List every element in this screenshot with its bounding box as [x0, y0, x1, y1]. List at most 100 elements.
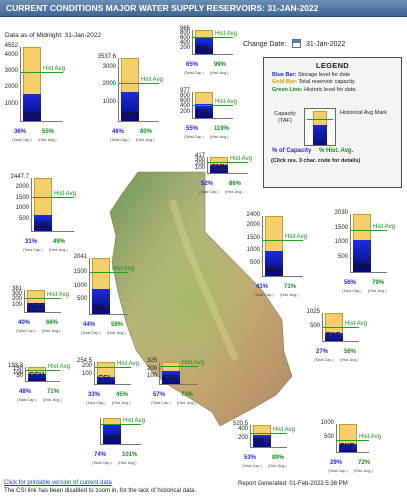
cch-hist-avg-sub: (Hist. Avg.): [43, 398, 62, 402]
mil-capacity-tick: 520.5: [232, 421, 248, 427]
cmn-chart: Hist Avg: [207, 156, 252, 174]
csi-hist-avg-sub: (Hist. Avg.): [112, 401, 131, 405]
cas-chart: Hist Avg: [159, 360, 204, 385]
fol-chart: Hist Avg: [192, 92, 237, 119]
cle-code-link[interactable]: CLE: [35, 222, 49, 229]
data-as-of-date: Data as of Midnight: 31-Jan-2022: [5, 32, 102, 39]
bul-code-link[interactable]: BUL: [196, 45, 211, 52]
dnp-hist-avg-line: [351, 229, 387, 231]
sha-y-tick: 1000: [4, 100, 18, 107]
cmn-code-link[interactable]: CMN: [211, 164, 227, 171]
wrs-code-link[interactable]: WRS: [28, 303, 45, 310]
cch-storage-bar: [28, 374, 46, 381]
sha-code-link[interactable]: SHA: [24, 112, 39, 119]
change-date-value[interactable]: 31-Jan-2022: [306, 41, 346, 48]
wrs-chart: Hist Avg: [24, 290, 69, 313]
dnp-code-link[interactable]: DNP: [354, 263, 369, 270]
exc-code-link[interactable]: EXC: [326, 332, 341, 339]
fol-pct-hist: 119%: [214, 126, 230, 132]
cch-y-tick: 100: [12, 369, 23, 376]
nml-hist-avg-sub: (Hist. Avg.): [280, 293, 299, 297]
dmv-pct-hist: 101%: [122, 452, 138, 458]
mil-hist-avg-line: [251, 432, 287, 434]
bul-hist-avg-line: [193, 37, 233, 39]
calendar-icon[interactable]: [292, 39, 301, 48]
legend-pct-capacity: % of Capacity: [272, 148, 312, 154]
oro-code-link[interactable]: ORO: [122, 112, 138, 119]
wrs-total-cap-label: (Total Cap.): [16, 329, 36, 333]
pnf-total-cap-label: (Total Cap.): [328, 469, 348, 473]
bul-y-tick: 400: [179, 40, 190, 47]
cch-y-tick: 150: [12, 366, 23, 373]
oro-hist-avg-label: Hist Avg: [141, 77, 163, 84]
exc-storage-bar: [325, 333, 343, 341]
mil-storage-bar: [253, 435, 271, 447]
pnf-code-link[interactable]: PNF: [340, 443, 354, 450]
legend-panel: LEGEND Blue Bar: Storage level for date …: [263, 57, 402, 188]
dnp-y-tick: 1500: [334, 225, 348, 232]
cas-capacity-tick: 325: [146, 358, 157, 364]
change-date-label: Change Date:: [243, 41, 287, 48]
mil-total-cap-label: (Total Cap.): [242, 464, 262, 468]
cas-hist-avg-label: Hist Avg: [182, 359, 204, 366]
mil-code-link[interactable]: MIL: [254, 438, 267, 445]
csi-pct-capacity: 33%: [88, 392, 101, 398]
cle-y-tick: 2000: [15, 183, 29, 190]
legend-capacity-label: Capacity (TAF): [274, 111, 296, 124]
fol-hist-avg-line: [193, 105, 233, 107]
bul-capacity-tick: 966: [179, 26, 190, 32]
printable-version-link[interactable]: Click for printable version of current d…: [4, 480, 112, 486]
nml-total-cap-label: (Total Cap.): [254, 293, 274, 297]
bul-total-cap-label: (Total Cap.): [184, 71, 204, 75]
cas-pct-capacity: 57%: [153, 392, 166, 398]
wrs-capacity-tick: 381: [11, 286, 22, 292]
csi-capacity-tick: 254.5: [76, 358, 92, 364]
nml-y-tick: 1500: [246, 234, 260, 241]
csi-hist-avg-label: Hist Avg: [117, 360, 139, 367]
cle-pct-hist: 49%: [53, 239, 66, 245]
cch-hist-avg-line: [26, 370, 60, 372]
report-generated: Report Generated: 01-Feb-2022 5:36 PM: [238, 481, 348, 487]
csi-y-tick: 200: [81, 362, 92, 369]
mil-y-tick: 200: [237, 434, 248, 441]
cle-hist-avg-sub: (Hist. Avg.): [49, 248, 68, 252]
wrs-hist-avg-label: Hist Avg: [47, 291, 69, 298]
oro-storage-bar: [121, 92, 139, 121]
snl-code-link[interactable]: SNL: [93, 305, 107, 312]
exc-hist-avg-label: Hist Avg: [345, 320, 367, 327]
sha-total-cap-label: (Total Cap.): [12, 138, 32, 142]
wrs-pct-hist: 66%: [46, 320, 59, 326]
dnp-hist-avg-sub: (Hist. Avg.): [368, 289, 387, 293]
snl-hist-avg-sub: (Hist. Avg.): [107, 331, 126, 335]
cch-code-link[interactable]: CCH: [29, 372, 45, 379]
mil-chart: Hist Avg: [250, 425, 295, 448]
cas-code-link[interactable]: CAS: [163, 375, 178, 382]
dnp-storage-bar: [353, 239, 371, 272]
snl-storage-bar: [92, 289, 110, 314]
nml-pct-hist: 71%: [284, 284, 297, 290]
fol-pct-capacity: 55%: [186, 126, 199, 132]
dnp-capacity-tick: 2030: [334, 210, 348, 216]
cle-y-tick: 500: [18, 216, 29, 223]
exc-pct-hist: 56%: [344, 349, 357, 355]
cch-capacity-tick: 193.3: [7, 363, 23, 369]
dmv-code-link[interactable]: DMV: [104, 435, 120, 442]
cch-total-cap-label: (Total Cap.): [17, 398, 37, 402]
dmv-pct-capacity: 74%: [94, 452, 107, 458]
oro-hist-avg-line: [119, 83, 159, 85]
sha-pct-capacity: 36%: [14, 129, 27, 135]
fol-y-tick: 200: [179, 108, 190, 115]
wrs-hist-avg-line: [25, 297, 61, 299]
csi-code-link[interactable]: CSI: [98, 375, 110, 382]
legend-title: LEGEND: [315, 61, 350, 70]
mil-hist-avg-label: Hist Avg: [273, 426, 295, 433]
bul-hist-avg-sub: (Hist. Avg.): [210, 71, 229, 75]
fol-storage-bar: [195, 103, 213, 118]
csi-total-cap-label: (Total Cap.): [86, 401, 106, 405]
exc-chart: Hist Avg: [322, 313, 367, 342]
snl-y-tick: 1000: [73, 282, 87, 289]
sha-hist-avg-line: [21, 71, 63, 73]
nml-code-link[interactable]: NML: [266, 267, 282, 274]
fol-code-link[interactable]: FOL: [196, 109, 210, 116]
